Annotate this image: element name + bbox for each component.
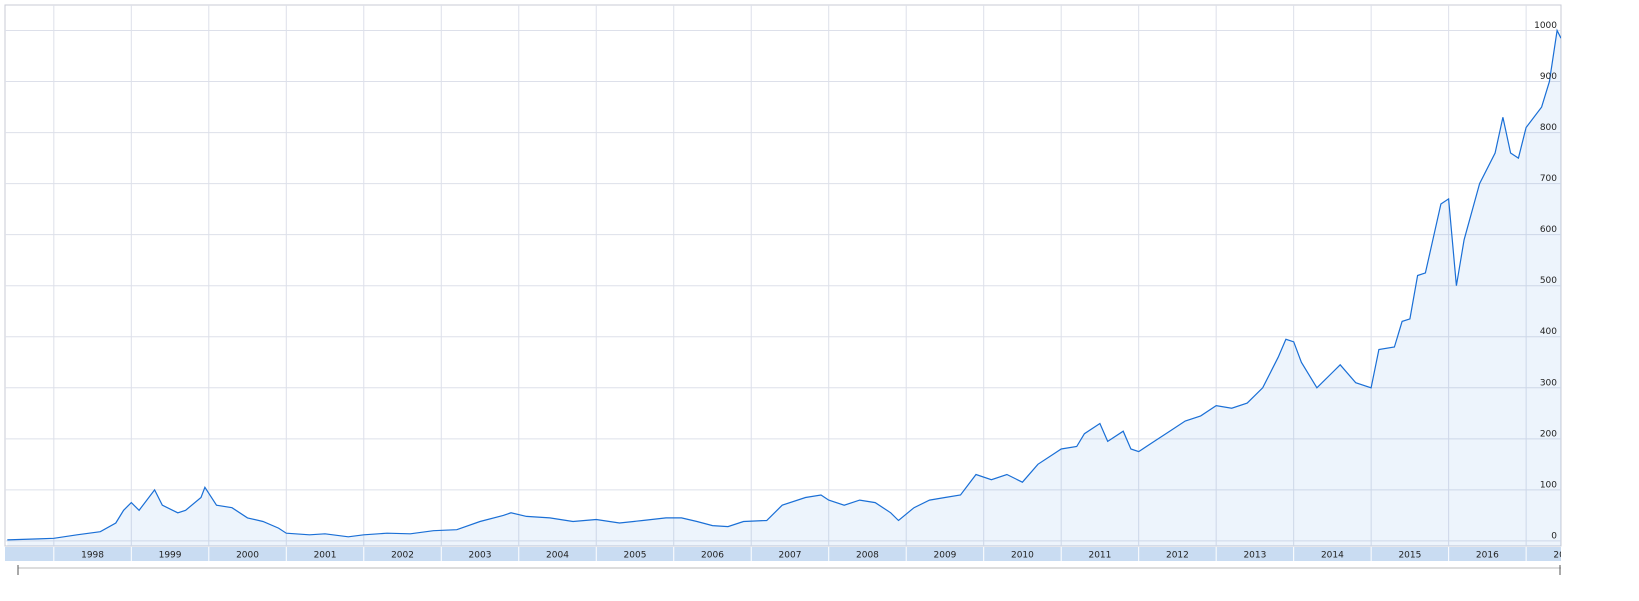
x-tick-label: 2014 [1321, 551, 1344, 561]
x-tick-label: 2012 [1166, 551, 1189, 561]
plot-frame [4, 4, 1562, 547]
y-tick-label: 0 [1551, 531, 1557, 541]
x-tick-label: 2013 [1243, 551, 1266, 561]
y-tick-label: 800 [1540, 123, 1557, 133]
x-tick-label: 2003 [469, 551, 492, 561]
y-tick-label: 200 [1540, 429, 1557, 439]
y-tick-label: 1000 [1534, 21, 1557, 31]
y-tick-label: 600 [1540, 225, 1557, 235]
x-tick-label: 2011 [1088, 551, 1111, 561]
x-tick-label: 2000 [236, 551, 259, 561]
x-tick-label: 2008 [856, 551, 879, 561]
x-tick-label: 2015 [1398, 551, 1421, 561]
x-axis-band [5, 547, 1561, 561]
y-tick-label: 700 [1540, 174, 1557, 184]
x-tick-label: 2007 [779, 551, 802, 561]
x-tick-label: 2006 [701, 551, 724, 561]
y-tick-label: 400 [1540, 327, 1557, 337]
x-tick-label: 1999 [159, 551, 182, 561]
x-tick-label: 2016 [1476, 551, 1499, 561]
x-tick-label: 2005 [624, 551, 647, 561]
area [7, 30, 1561, 546]
x-tick-label: 2017 [1553, 551, 1576, 561]
line [7, 28, 1561, 541]
y-tick-label: 500 [1540, 276, 1557, 286]
y-tick-label: 300 [1540, 378, 1557, 388]
x-tick-label: 2010 [1011, 551, 1034, 561]
x-tick-label: 2009 [934, 551, 957, 561]
y-tick-label: 900 [1540, 72, 1557, 82]
x-tick-label: 2004 [546, 551, 569, 561]
y-tick-label: 100 [1540, 480, 1557, 490]
x-tick-label: 1998 [81, 551, 104, 561]
x-tick-label: 2001 [314, 551, 337, 561]
x-tick-label: 2002 [391, 551, 414, 561]
